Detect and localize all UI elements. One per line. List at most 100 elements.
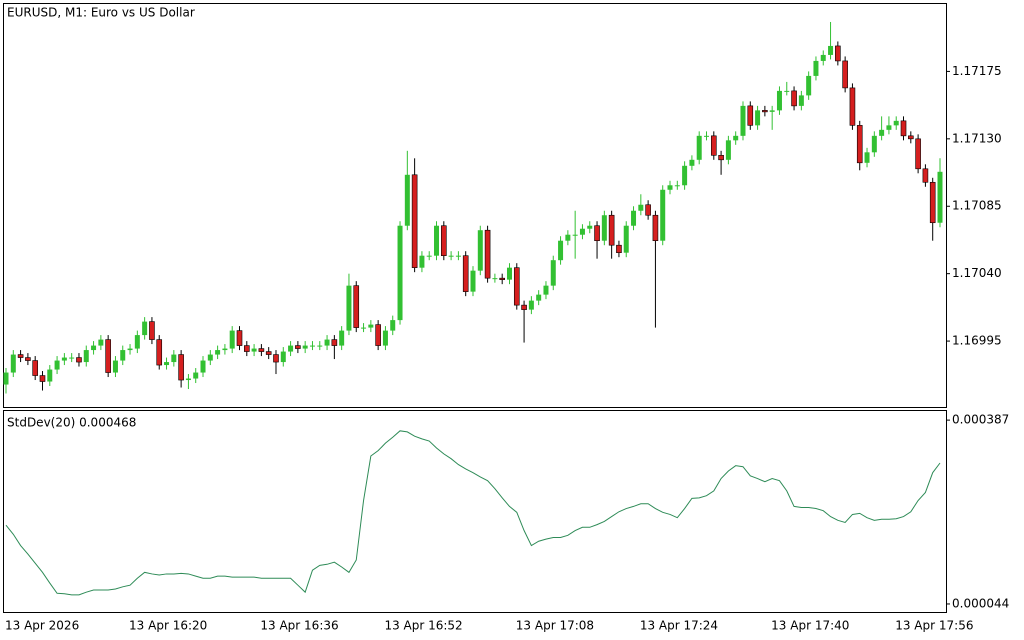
candle-body bbox=[105, 339, 111, 373]
candle-body bbox=[361, 327, 367, 329]
candle-body bbox=[528, 300, 534, 310]
candle-body bbox=[558, 240, 564, 261]
y-tick-label: 0.000387 bbox=[952, 413, 1009, 427]
indicator-line bbox=[5, 430, 941, 596]
price-panel bbox=[3, 3, 947, 408]
candle-body bbox=[755, 110, 761, 126]
candle-body bbox=[98, 339, 104, 346]
candle-body bbox=[506, 267, 512, 280]
candle-body bbox=[280, 351, 286, 363]
candle-body bbox=[725, 140, 731, 160]
candle-body bbox=[215, 350, 221, 355]
candle-body bbox=[455, 255, 461, 257]
x-tick-label: 13 Apr 17:08 bbox=[516, 619, 594, 633]
candle-body bbox=[484, 229, 491, 279]
candle-body bbox=[565, 234, 571, 241]
candle-body bbox=[900, 120, 907, 137]
candle-body bbox=[513, 267, 520, 306]
y-tick-label: 1.17040 bbox=[952, 266, 1002, 280]
candle-body bbox=[127, 348, 133, 351]
candle-body bbox=[434, 225, 440, 256]
candle-body bbox=[594, 225, 600, 242]
y-tick-label: 1.16995 bbox=[952, 334, 1002, 348]
candle-body bbox=[631, 210, 637, 226]
y-tick-label: 0.000044 bbox=[952, 596, 1009, 610]
candle-body bbox=[689, 159, 695, 166]
candle-body bbox=[572, 234, 578, 236]
candle-body bbox=[134, 335, 140, 349]
candle-body bbox=[645, 204, 651, 216]
candle-body bbox=[411, 174, 418, 268]
candle-body bbox=[17, 354, 24, 358]
candle-body bbox=[521, 304, 527, 310]
candle-body bbox=[704, 135, 709, 137]
candle-body bbox=[448, 255, 454, 257]
candle-body bbox=[842, 60, 848, 89]
candle-body bbox=[608, 214, 615, 246]
candle-body bbox=[47, 369, 53, 382]
candle-body bbox=[682, 165, 688, 186]
candle-body bbox=[747, 105, 754, 126]
candle-body bbox=[222, 348, 228, 351]
candle-body bbox=[908, 135, 914, 140]
candle-body bbox=[302, 345, 308, 349]
candle-body bbox=[864, 152, 870, 163]
candle-body bbox=[813, 60, 819, 76]
candle-body bbox=[835, 45, 841, 62]
x-tick-label: 13 Apr 17:56 bbox=[895, 619, 973, 633]
candle-body bbox=[25, 357, 31, 361]
candle-body bbox=[828, 45, 834, 55]
candle-body bbox=[69, 357, 75, 359]
candle-body bbox=[149, 321, 155, 340]
candle-body bbox=[667, 185, 673, 190]
candle-body bbox=[382, 330, 388, 346]
candle-body bbox=[54, 360, 60, 370]
candle-body bbox=[120, 350, 126, 361]
candle-body bbox=[10, 354, 16, 373]
candle-body bbox=[587, 225, 593, 229]
x-tick-label: 13 Apr 16:52 bbox=[384, 619, 462, 633]
candle-body bbox=[543, 285, 549, 295]
candle-body bbox=[397, 225, 403, 321]
candle-body bbox=[616, 244, 622, 253]
candle-body bbox=[441, 225, 447, 256]
candle-body bbox=[112, 360, 118, 373]
y-tick-label: 1.17175 bbox=[952, 64, 1002, 78]
candle-body bbox=[390, 320, 396, 331]
candle-body bbox=[718, 155, 724, 161]
candle-body bbox=[937, 171, 943, 223]
candle-body bbox=[288, 345, 294, 352]
candle-body bbox=[317, 345, 323, 347]
candle-body bbox=[32, 360, 38, 376]
candle-body bbox=[258, 348, 265, 352]
candle-body bbox=[164, 362, 170, 366]
candle-body bbox=[3, 372, 9, 385]
candle-body bbox=[915, 138, 921, 170]
candle-body bbox=[856, 125, 863, 164]
candle-body bbox=[879, 129, 885, 136]
candle-body bbox=[652, 214, 659, 242]
candle-body bbox=[309, 345, 315, 347]
candle-body bbox=[76, 357, 82, 363]
x-tick-label: 13 Apr 16:36 bbox=[260, 619, 338, 633]
candle-body bbox=[156, 339, 163, 366]
candle-body bbox=[273, 354, 279, 363]
candle-body bbox=[346, 285, 352, 331]
indicator-panel bbox=[3, 410, 947, 613]
candle-body bbox=[142, 321, 148, 336]
candle-body bbox=[499, 277, 505, 280]
candle-body bbox=[243, 345, 250, 352]
candle-body bbox=[200, 360, 206, 373]
candle-body bbox=[470, 270, 476, 292]
x-tick-label: 13 Apr 17:40 bbox=[771, 619, 849, 633]
candle-body bbox=[295, 345, 301, 349]
candle-body bbox=[806, 75, 812, 96]
candle-body bbox=[462, 255, 469, 292]
candle-body bbox=[368, 324, 374, 328]
candle-body bbox=[207, 354, 213, 361]
candle-body bbox=[39, 375, 46, 382]
candle-body bbox=[929, 181, 936, 224]
chart-title: EURUSD, M1: Euro vs US Dollar bbox=[7, 6, 195, 20]
